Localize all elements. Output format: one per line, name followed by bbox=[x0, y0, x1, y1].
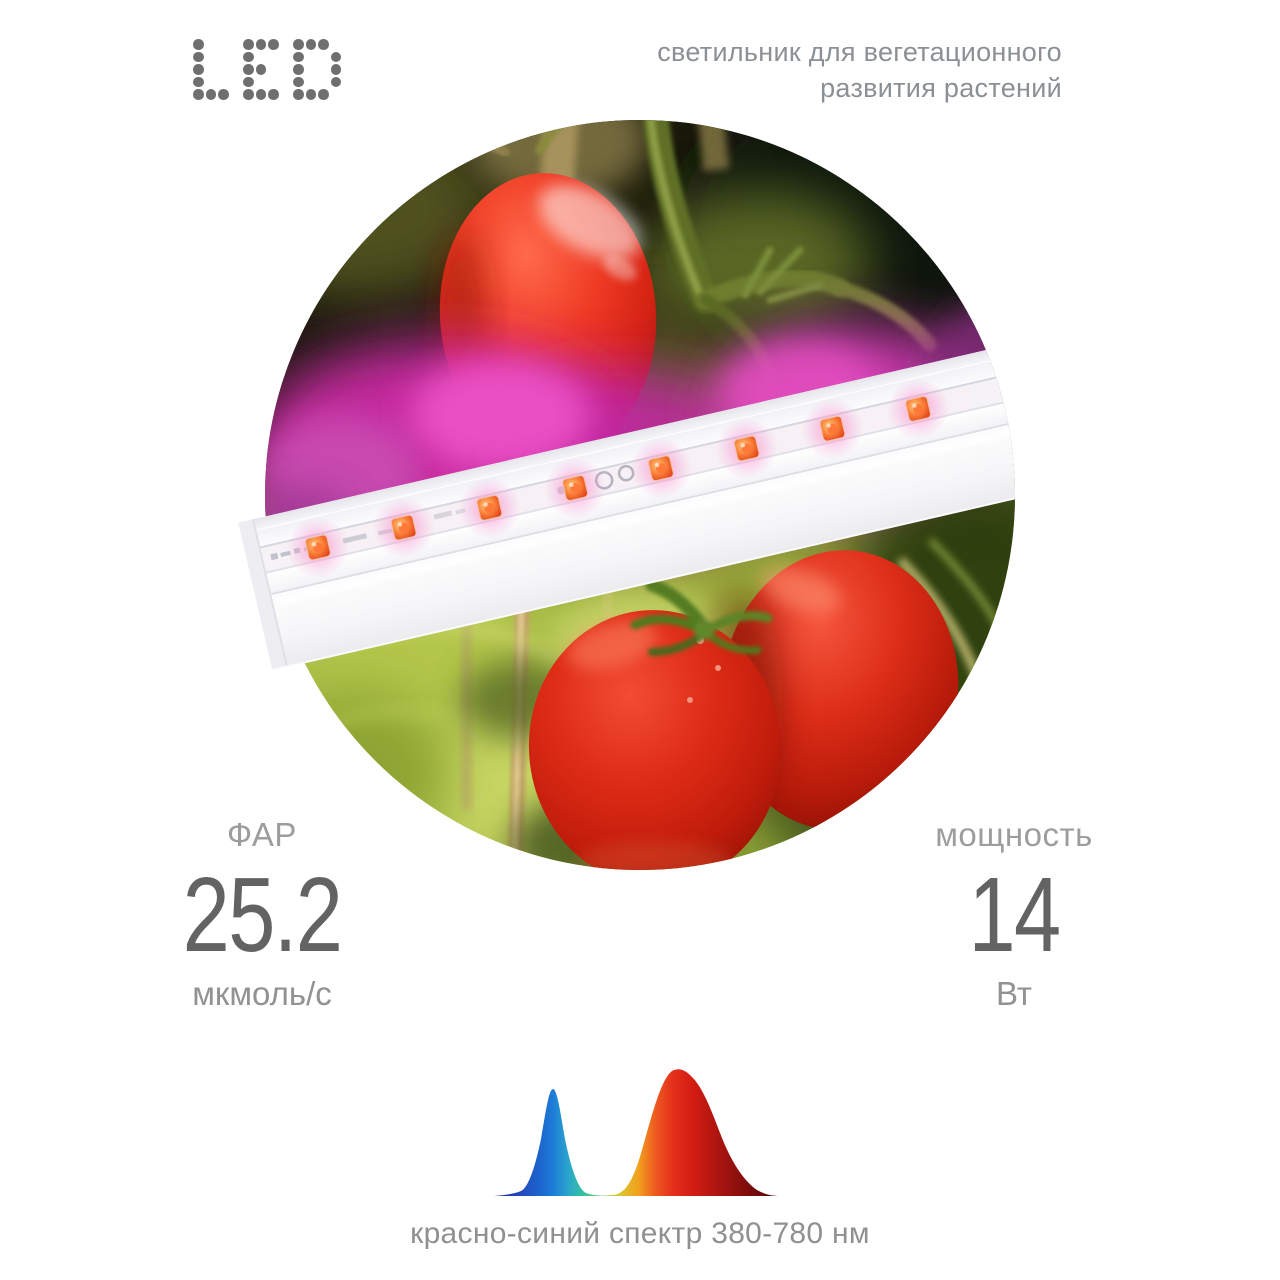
logo-dot bbox=[193, 51, 204, 62]
logo-dot bbox=[330, 76, 341, 87]
power-stat: мощность 14 Вт bbox=[864, 815, 1164, 1013]
logo-dot bbox=[243, 64, 254, 75]
logo-dot bbox=[293, 76, 304, 87]
product-subtitle: светильник для вегетационного развития р… bbox=[657, 34, 1062, 106]
logo-dot bbox=[193, 76, 204, 87]
logo-dot bbox=[293, 89, 304, 100]
grow-light-bar bbox=[238, 335, 1015, 671]
led-highlight bbox=[569, 482, 574, 488]
logo-dot bbox=[268, 89, 279, 100]
led-highlight bbox=[912, 403, 917, 408]
led-highlight bbox=[654, 462, 660, 468]
logo-dot bbox=[193, 89, 204, 100]
tomato-front bbox=[528, 610, 782, 870]
power-unit: Вт bbox=[995, 975, 1033, 1012]
logo-dot bbox=[293, 64, 304, 75]
logo-dot bbox=[193, 39, 204, 50]
logo-dot bbox=[243, 39, 254, 50]
subtitle-line-1: светильник для вегетационного bbox=[657, 37, 1062, 67]
logo-dot bbox=[268, 39, 279, 50]
logo-dot bbox=[318, 39, 329, 50]
led-highlight bbox=[311, 542, 317, 547]
tomato-calyx bbox=[630, 578, 773, 656]
spectrum-chart bbox=[494, 1069, 781, 1196]
led-logo bbox=[193, 39, 353, 103]
spectrum-curve bbox=[494, 1069, 781, 1196]
led-highlight bbox=[483, 502, 488, 507]
logo-dot bbox=[243, 89, 254, 100]
logo-dot bbox=[305, 89, 316, 100]
logo-dot bbox=[305, 39, 316, 50]
tomato-right bbox=[721, 550, 959, 830]
spectrum-caption: красно-синий спектр 380-780 нм bbox=[410, 1217, 870, 1250]
logo-dot bbox=[293, 51, 304, 62]
logo-dot bbox=[330, 64, 341, 75]
par-stat: ФАР 25.2 мкмоль/с bbox=[112, 815, 412, 1013]
logo-dot bbox=[255, 39, 266, 50]
logo-dot bbox=[205, 89, 216, 100]
logo-dot bbox=[255, 64, 266, 75]
par-label: ФАР bbox=[227, 816, 297, 853]
logo-dot bbox=[243, 51, 254, 62]
logo-dot bbox=[318, 89, 329, 100]
bar-end-cap bbox=[238, 519, 288, 669]
led-strip bbox=[286, 377, 950, 579]
vine-stems bbox=[441, 120, 937, 386]
led-highlight bbox=[740, 443, 746, 448]
par-value: 25.2 bbox=[182, 856, 343, 974]
power-value: 14 bbox=[968, 856, 1061, 974]
logo-dot bbox=[330, 51, 341, 62]
par-unit: мкмоль/с bbox=[192, 975, 332, 1012]
led-highlight bbox=[826, 423, 831, 428]
logo-dot bbox=[193, 64, 204, 75]
logo-dot bbox=[255, 89, 266, 100]
power-label: мощность bbox=[935, 816, 1093, 853]
logo-dot bbox=[293, 39, 304, 50]
logo-dot bbox=[243, 76, 254, 87]
led-highlight bbox=[397, 522, 403, 527]
subtitle-line-2: развития растений bbox=[820, 73, 1062, 103]
logo-dot bbox=[218, 89, 229, 100]
